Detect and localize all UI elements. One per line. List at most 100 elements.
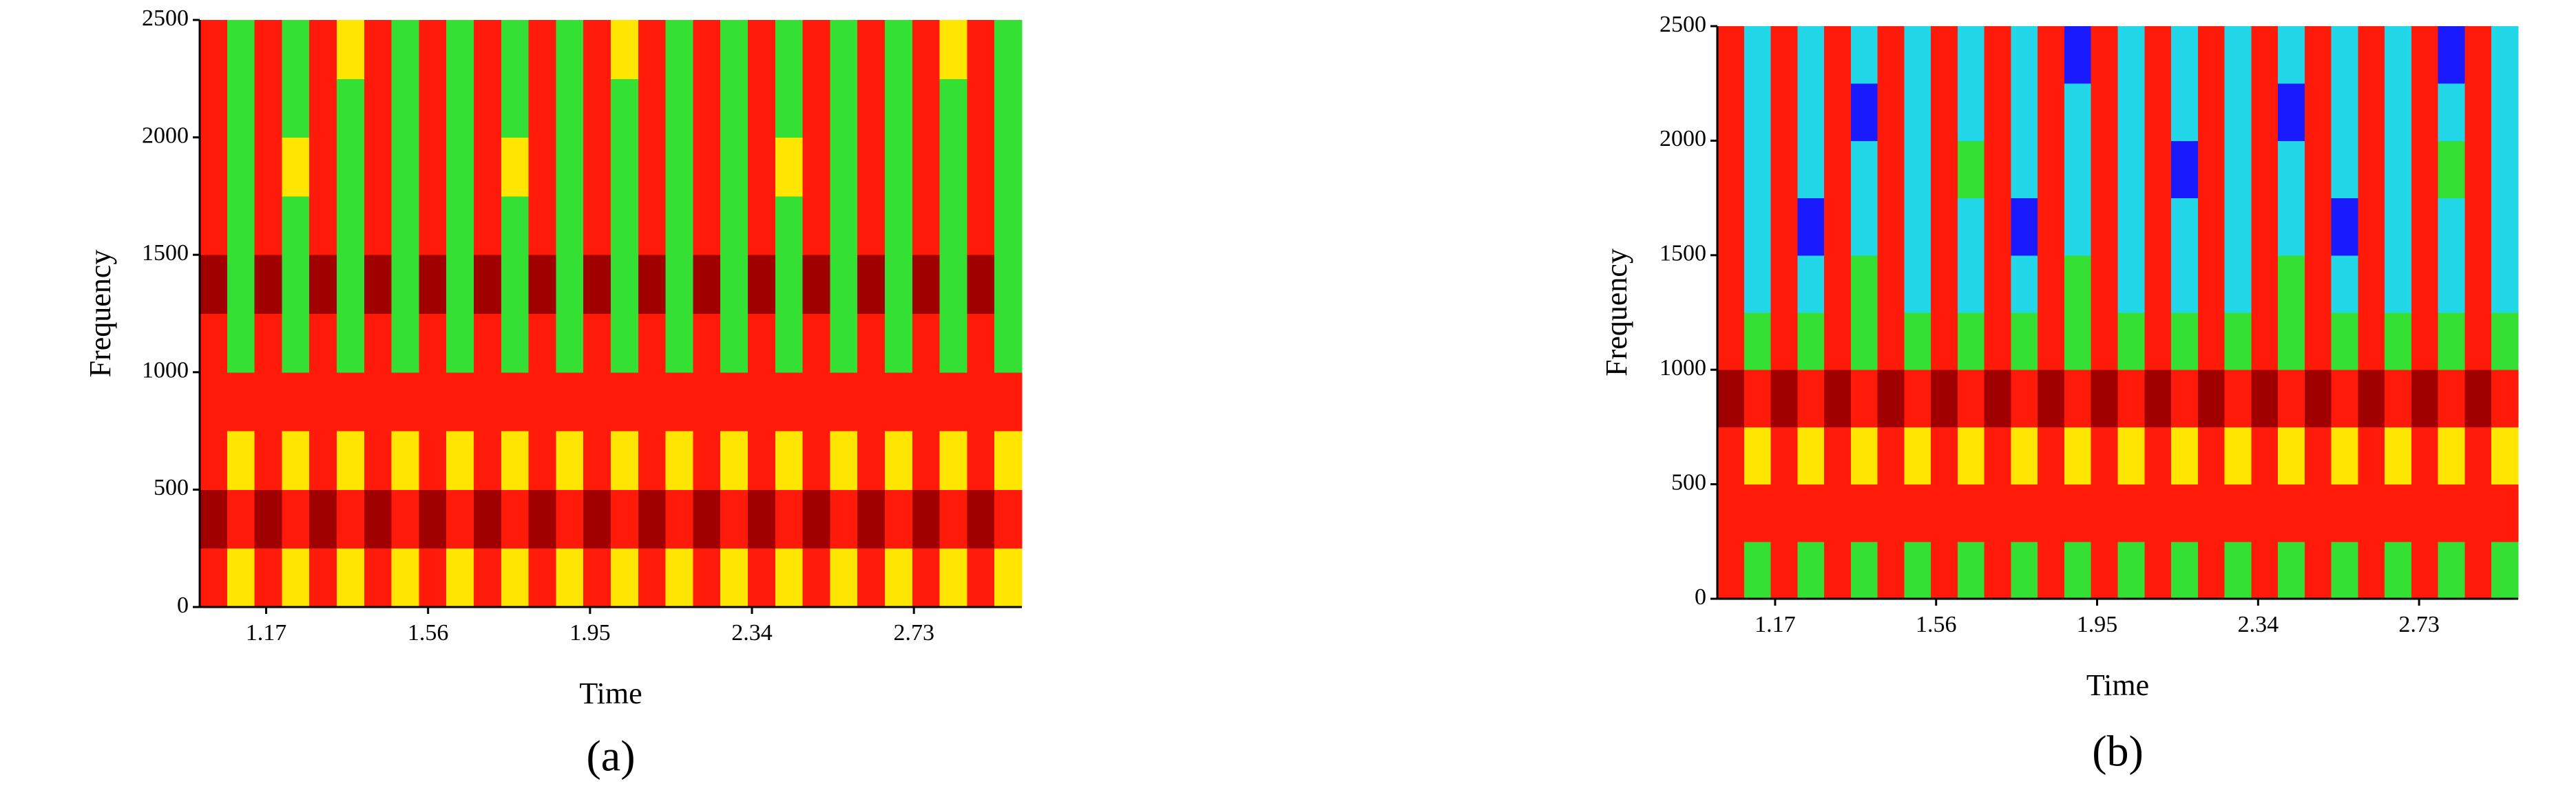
- heat-cell: [583, 20, 611, 79]
- heat-cell: [1957, 26, 1985, 84]
- heat-cell: [501, 137, 530, 197]
- heat-cell: [2411, 255, 2439, 313]
- heat-cell: [857, 195, 886, 255]
- heat-cell: [2197, 427, 2226, 485]
- heat-cell: [227, 313, 255, 373]
- heat-cell: [2278, 198, 2305, 256]
- heat-cell: [665, 195, 693, 255]
- heat-cell: [693, 20, 721, 79]
- heat-cell: [967, 489, 995, 549]
- heat-cell: [775, 548, 804, 608]
- heat-cell: [2491, 484, 2519, 542]
- panel-caption: (b): [2092, 727, 2144, 776]
- heat-cell: [419, 489, 447, 549]
- heat-cell: [2358, 427, 2385, 485]
- heat-cell: [1877, 484, 1905, 542]
- heat-cell: [885, 313, 913, 373]
- heat-cell: [309, 313, 337, 373]
- heat-cell: [857, 20, 886, 79]
- heat-cell: [254, 489, 282, 549]
- heat-cell: [775, 20, 804, 79]
- heat-cell: [1824, 541, 1852, 599]
- heat-cell: [528, 313, 556, 373]
- heat-cell: [2197, 484, 2226, 542]
- heat-cell: [1797, 198, 1825, 256]
- heat-cell: [638, 137, 667, 197]
- heat-cell: [2331, 484, 2358, 542]
- heat-cell: [967, 195, 995, 255]
- heat-cell: [2385, 255, 2412, 313]
- heat-cell: [885, 431, 913, 490]
- heat-cell: [2411, 312, 2439, 370]
- heat-cell: [2251, 312, 2279, 370]
- heat-cell: [665, 137, 693, 197]
- heat-cell: [474, 313, 502, 373]
- heat-cell: [2224, 541, 2252, 599]
- heat-cell: [885, 548, 913, 608]
- heat-cell: [830, 20, 858, 79]
- heat-cell: [2038, 83, 2065, 141]
- heat-cell: [857, 255, 886, 314]
- heat-cell: [885, 255, 913, 314]
- heat-cell: [2278, 140, 2305, 199]
- heat-cell: [638, 313, 667, 373]
- heat-cell: [1984, 255, 2011, 313]
- heat-cell: [2331, 83, 2358, 141]
- x-tick-label: 1.17: [246, 620, 287, 646]
- heat-cell: [2171, 26, 2199, 84]
- heat-cell: [720, 548, 748, 608]
- heat-cell: [1743, 83, 1772, 141]
- heat-cell: [446, 255, 474, 314]
- heat-cell: [2144, 255, 2172, 313]
- heat-cell: [391, 137, 419, 197]
- heat-cell: [638, 78, 667, 138]
- y-axis-label: Frequency: [83, 250, 117, 378]
- x-tick-label: 1.95: [569, 620, 611, 646]
- heat-cell: [912, 431, 941, 490]
- heat-cell: [912, 78, 941, 138]
- heat-cell: [2358, 370, 2385, 427]
- heat-cell: [556, 431, 584, 490]
- heat-cell: [720, 313, 748, 373]
- heat-cell: [2171, 370, 2199, 427]
- heat-cell: [2197, 312, 2226, 370]
- heat-cell: [830, 372, 858, 432]
- heat-cell: [200, 548, 228, 608]
- heat-cell: [775, 255, 804, 314]
- heat-cell: [446, 78, 474, 138]
- heat-cell: [2491, 370, 2519, 427]
- heat-cell: [1877, 427, 1905, 485]
- heat-cell: [227, 20, 255, 79]
- heat-cell: [2064, 427, 2092, 485]
- heat-cell: [282, 20, 310, 79]
- heat-cell: [885, 195, 913, 255]
- heat-cell: [528, 372, 556, 432]
- heat-cell: [1743, 26, 1772, 84]
- heat-cell: [1850, 198, 1878, 256]
- heat-cell: [2251, 198, 2279, 256]
- heat-cell: [1743, 255, 1772, 313]
- heat-cell: [611, 20, 639, 79]
- heat-cell: [419, 195, 447, 255]
- heat-cell: [1957, 312, 1985, 370]
- heat-cell: [2438, 312, 2465, 370]
- heat-cell: [474, 431, 502, 490]
- heat-cell: [2011, 370, 2038, 427]
- heat-cell: [693, 431, 721, 490]
- heat-cell: [419, 20, 447, 79]
- heat-cell: [2385, 26, 2412, 84]
- heat-cell: [939, 431, 967, 490]
- heat-cell: [2091, 312, 2118, 370]
- heat-cell: [391, 78, 419, 138]
- heat-cell: [337, 489, 365, 549]
- heat-cell: [802, 195, 830, 255]
- heat-cell: [227, 489, 255, 549]
- panel-caption: (a): [586, 732, 635, 780]
- y-tick-label: 500: [154, 475, 189, 500]
- heat-cell: [2358, 312, 2385, 370]
- heat-cell: [2278, 484, 2305, 542]
- heat-cell: [2464, 255, 2492, 313]
- heat-cell: [912, 313, 941, 373]
- heat-cell: [1770, 541, 1798, 599]
- heat-cell: [1824, 484, 1852, 542]
